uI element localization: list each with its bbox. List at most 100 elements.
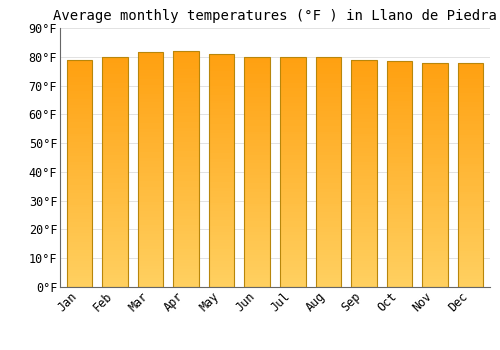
Bar <box>102 123 128 126</box>
Bar <box>138 190 164 193</box>
Bar <box>422 186 448 189</box>
Bar <box>67 210 92 213</box>
Bar <box>386 84 412 86</box>
Bar <box>138 164 164 167</box>
Bar <box>351 91 376 94</box>
Bar <box>138 284 164 287</box>
Bar <box>67 119 92 122</box>
Bar <box>386 197 412 199</box>
Bar <box>244 126 270 129</box>
Bar <box>138 93 164 97</box>
Bar <box>244 146 270 149</box>
Bar <box>316 215 341 218</box>
Bar <box>174 246 199 248</box>
Bar <box>244 258 270 261</box>
Bar <box>458 93 483 96</box>
Bar <box>138 228 164 231</box>
Bar <box>244 68 270 71</box>
Bar <box>386 166 412 168</box>
Bar <box>316 143 341 146</box>
Bar <box>102 143 128 146</box>
Bar <box>458 223 483 225</box>
Bar <box>209 127 234 130</box>
Bar <box>102 278 128 281</box>
Bar <box>316 186 341 189</box>
Bar <box>316 137 341 140</box>
Bar <box>422 273 448 276</box>
Bar <box>138 67 164 70</box>
Bar <box>280 117 305 120</box>
Bar <box>280 120 305 123</box>
Bar <box>351 170 376 173</box>
Bar <box>351 261 376 264</box>
Bar <box>67 188 92 190</box>
Bar <box>174 154 199 157</box>
Bar <box>386 253 412 256</box>
Bar <box>102 215 128 218</box>
Bar <box>244 117 270 120</box>
Bar <box>102 232 128 235</box>
Bar <box>67 250 92 253</box>
Bar <box>174 172 199 175</box>
Bar <box>280 238 305 241</box>
Bar <box>174 193 199 196</box>
Bar <box>244 152 270 155</box>
Bar <box>67 105 92 108</box>
Bar <box>209 89 234 92</box>
Bar <box>209 214 234 217</box>
Bar <box>351 150 376 153</box>
Bar <box>316 218 341 221</box>
Bar <box>316 261 341 264</box>
Bar <box>102 126 128 129</box>
Bar <box>280 278 305 281</box>
Bar <box>102 77 128 80</box>
Bar <box>458 265 483 267</box>
Bar <box>458 251 483 253</box>
Bar <box>458 85 483 88</box>
Bar <box>138 181 164 184</box>
Bar <box>422 88 448 91</box>
Bar <box>386 216 412 219</box>
Bar <box>67 281 92 284</box>
Bar <box>351 102 376 105</box>
Bar <box>316 152 341 155</box>
Bar <box>174 63 199 66</box>
Bar <box>351 256 376 259</box>
Bar <box>102 63 128 65</box>
Bar <box>174 213 199 216</box>
Bar <box>386 72 412 75</box>
Bar <box>102 137 128 140</box>
Bar <box>209 223 234 226</box>
Bar <box>244 91 270 94</box>
Bar <box>351 190 376 193</box>
Bar <box>67 190 92 193</box>
Bar <box>458 284 483 287</box>
Bar <box>67 145 92 148</box>
Bar <box>280 134 305 137</box>
Bar <box>386 115 412 118</box>
Bar <box>138 82 164 85</box>
Bar <box>458 102 483 105</box>
Bar <box>458 175 483 177</box>
Bar <box>244 120 270 123</box>
Bar <box>67 182 92 185</box>
Bar <box>386 67 412 70</box>
Bar <box>174 69 199 72</box>
Bar <box>102 252 128 256</box>
Bar <box>209 92 234 95</box>
Bar <box>316 126 341 129</box>
Bar <box>458 270 483 273</box>
Bar <box>351 88 376 91</box>
Bar <box>422 124 448 127</box>
Bar <box>244 226 270 230</box>
Bar <box>209 270 234 272</box>
Bar <box>280 178 305 181</box>
Bar <box>386 157 412 160</box>
Bar <box>138 217 164 219</box>
Bar <box>316 106 341 108</box>
Bar <box>316 256 341 258</box>
Bar <box>174 95 199 98</box>
Bar <box>174 110 199 113</box>
Bar <box>351 247 376 250</box>
Bar <box>280 89 305 91</box>
